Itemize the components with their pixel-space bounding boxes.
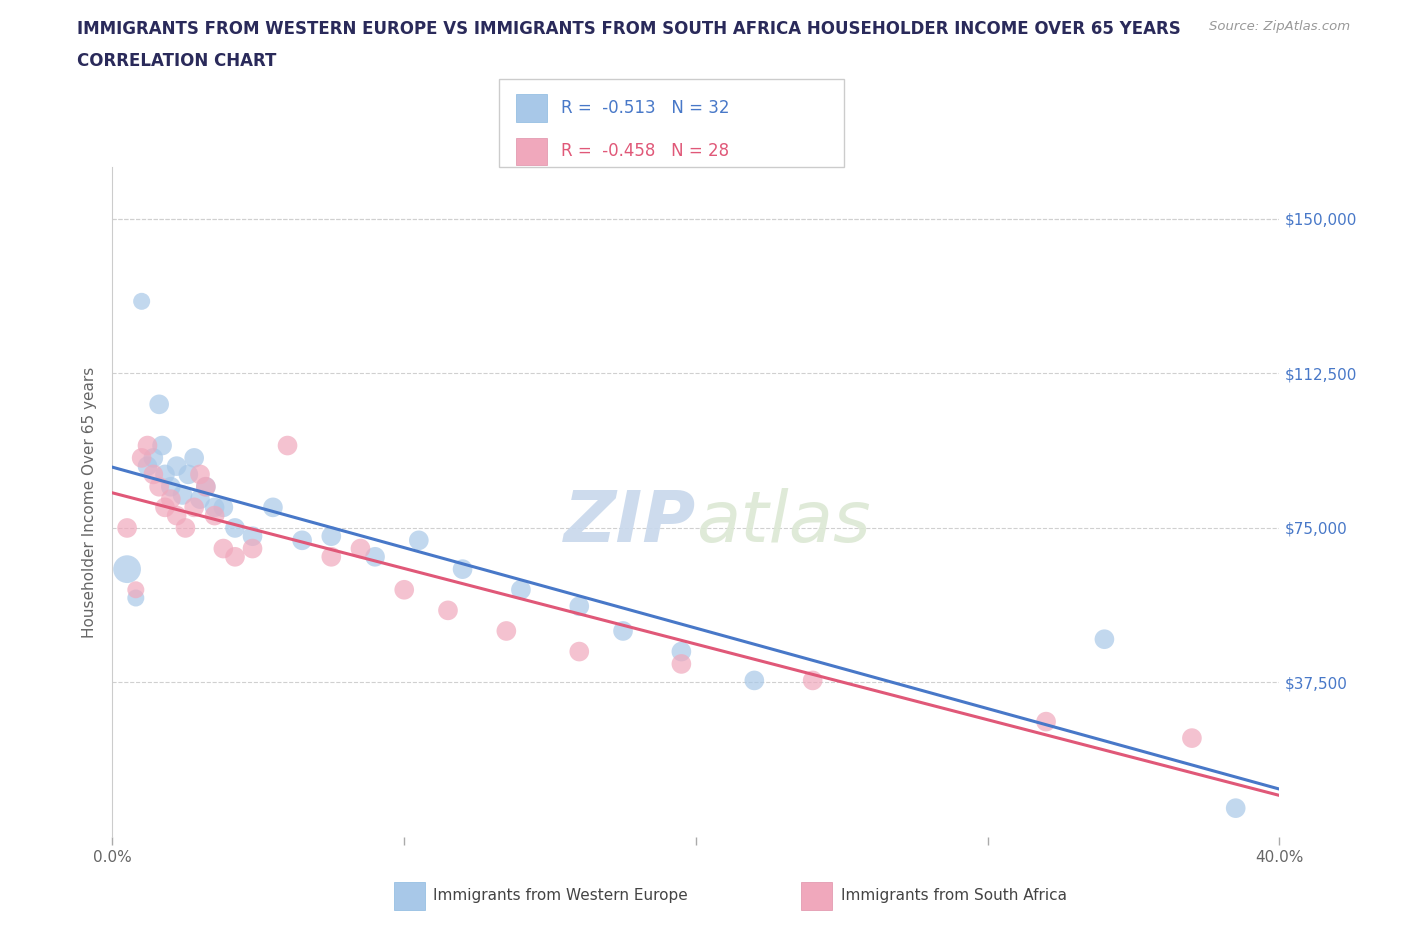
Point [262, 500, 284, 515]
Text: R =  -0.458   N = 28: R = -0.458 N = 28 [561, 142, 730, 161]
Point [224, 550, 246, 565]
Point [153, 500, 176, 515]
Point [568, 599, 591, 614]
Point [153, 467, 176, 482]
Point [364, 550, 387, 565]
Text: Immigrants from South Africa: Immigrants from South Africa [841, 888, 1067, 903]
Point [224, 521, 246, 536]
Point [174, 521, 197, 536]
Point [568, 644, 591, 659]
Point [1181, 731, 1204, 746]
Point [183, 450, 205, 465]
Point [125, 591, 148, 605]
Point [742, 673, 765, 688]
Point [1035, 714, 1057, 729]
Point [177, 467, 200, 482]
Point [671, 644, 693, 659]
Point [148, 397, 170, 412]
Point [612, 623, 634, 638]
Point [166, 458, 188, 473]
Point [166, 508, 188, 523]
Point [671, 657, 693, 671]
Point [172, 487, 194, 502]
Point [1092, 631, 1115, 646]
Text: IMMIGRANTS FROM WESTERN EUROPE VS IMMIGRANTS FROM SOUTH AFRICA HOUSEHOLDER INCOM: IMMIGRANTS FROM WESTERN EUROPE VS IMMIGR… [77, 20, 1181, 38]
Point [392, 582, 416, 597]
Point [291, 533, 314, 548]
Point [204, 500, 226, 515]
Point [276, 438, 298, 453]
Point [136, 458, 159, 473]
Point [437, 603, 460, 618]
Point [242, 529, 264, 544]
Point [349, 541, 371, 556]
Text: atlas: atlas [696, 488, 870, 557]
Point [125, 582, 148, 597]
Point [495, 623, 517, 638]
Point [131, 294, 153, 309]
Text: Source: ZipAtlas.com: Source: ZipAtlas.com [1209, 20, 1350, 33]
Point [142, 467, 165, 482]
Point [160, 492, 183, 507]
Point [188, 467, 211, 482]
Point [451, 562, 474, 577]
Point [194, 479, 217, 494]
Point [183, 500, 205, 515]
Point [115, 562, 138, 577]
Point [131, 450, 153, 465]
Point [136, 438, 159, 453]
Y-axis label: Householder Income Over 65 years: Householder Income Over 65 years [82, 366, 97, 638]
Point [212, 500, 235, 515]
Point [188, 492, 211, 507]
Point [160, 479, 183, 494]
Point [1225, 801, 1247, 816]
Point [212, 541, 235, 556]
Point [148, 479, 170, 494]
Point [115, 521, 138, 536]
Point [321, 529, 343, 544]
Text: R =  -0.513   N = 32: R = -0.513 N = 32 [561, 100, 730, 117]
Point [321, 550, 343, 565]
Point [142, 450, 165, 465]
Point [194, 479, 217, 494]
Point [801, 673, 824, 688]
Point [408, 533, 430, 548]
Point [242, 541, 264, 556]
Text: Immigrants from Western Europe: Immigrants from Western Europe [433, 888, 688, 903]
Text: CORRELATION CHART: CORRELATION CHART [77, 52, 277, 70]
Point [204, 508, 226, 523]
Point [509, 582, 531, 597]
Point [150, 438, 173, 453]
Text: ZIP: ZIP [564, 488, 696, 557]
